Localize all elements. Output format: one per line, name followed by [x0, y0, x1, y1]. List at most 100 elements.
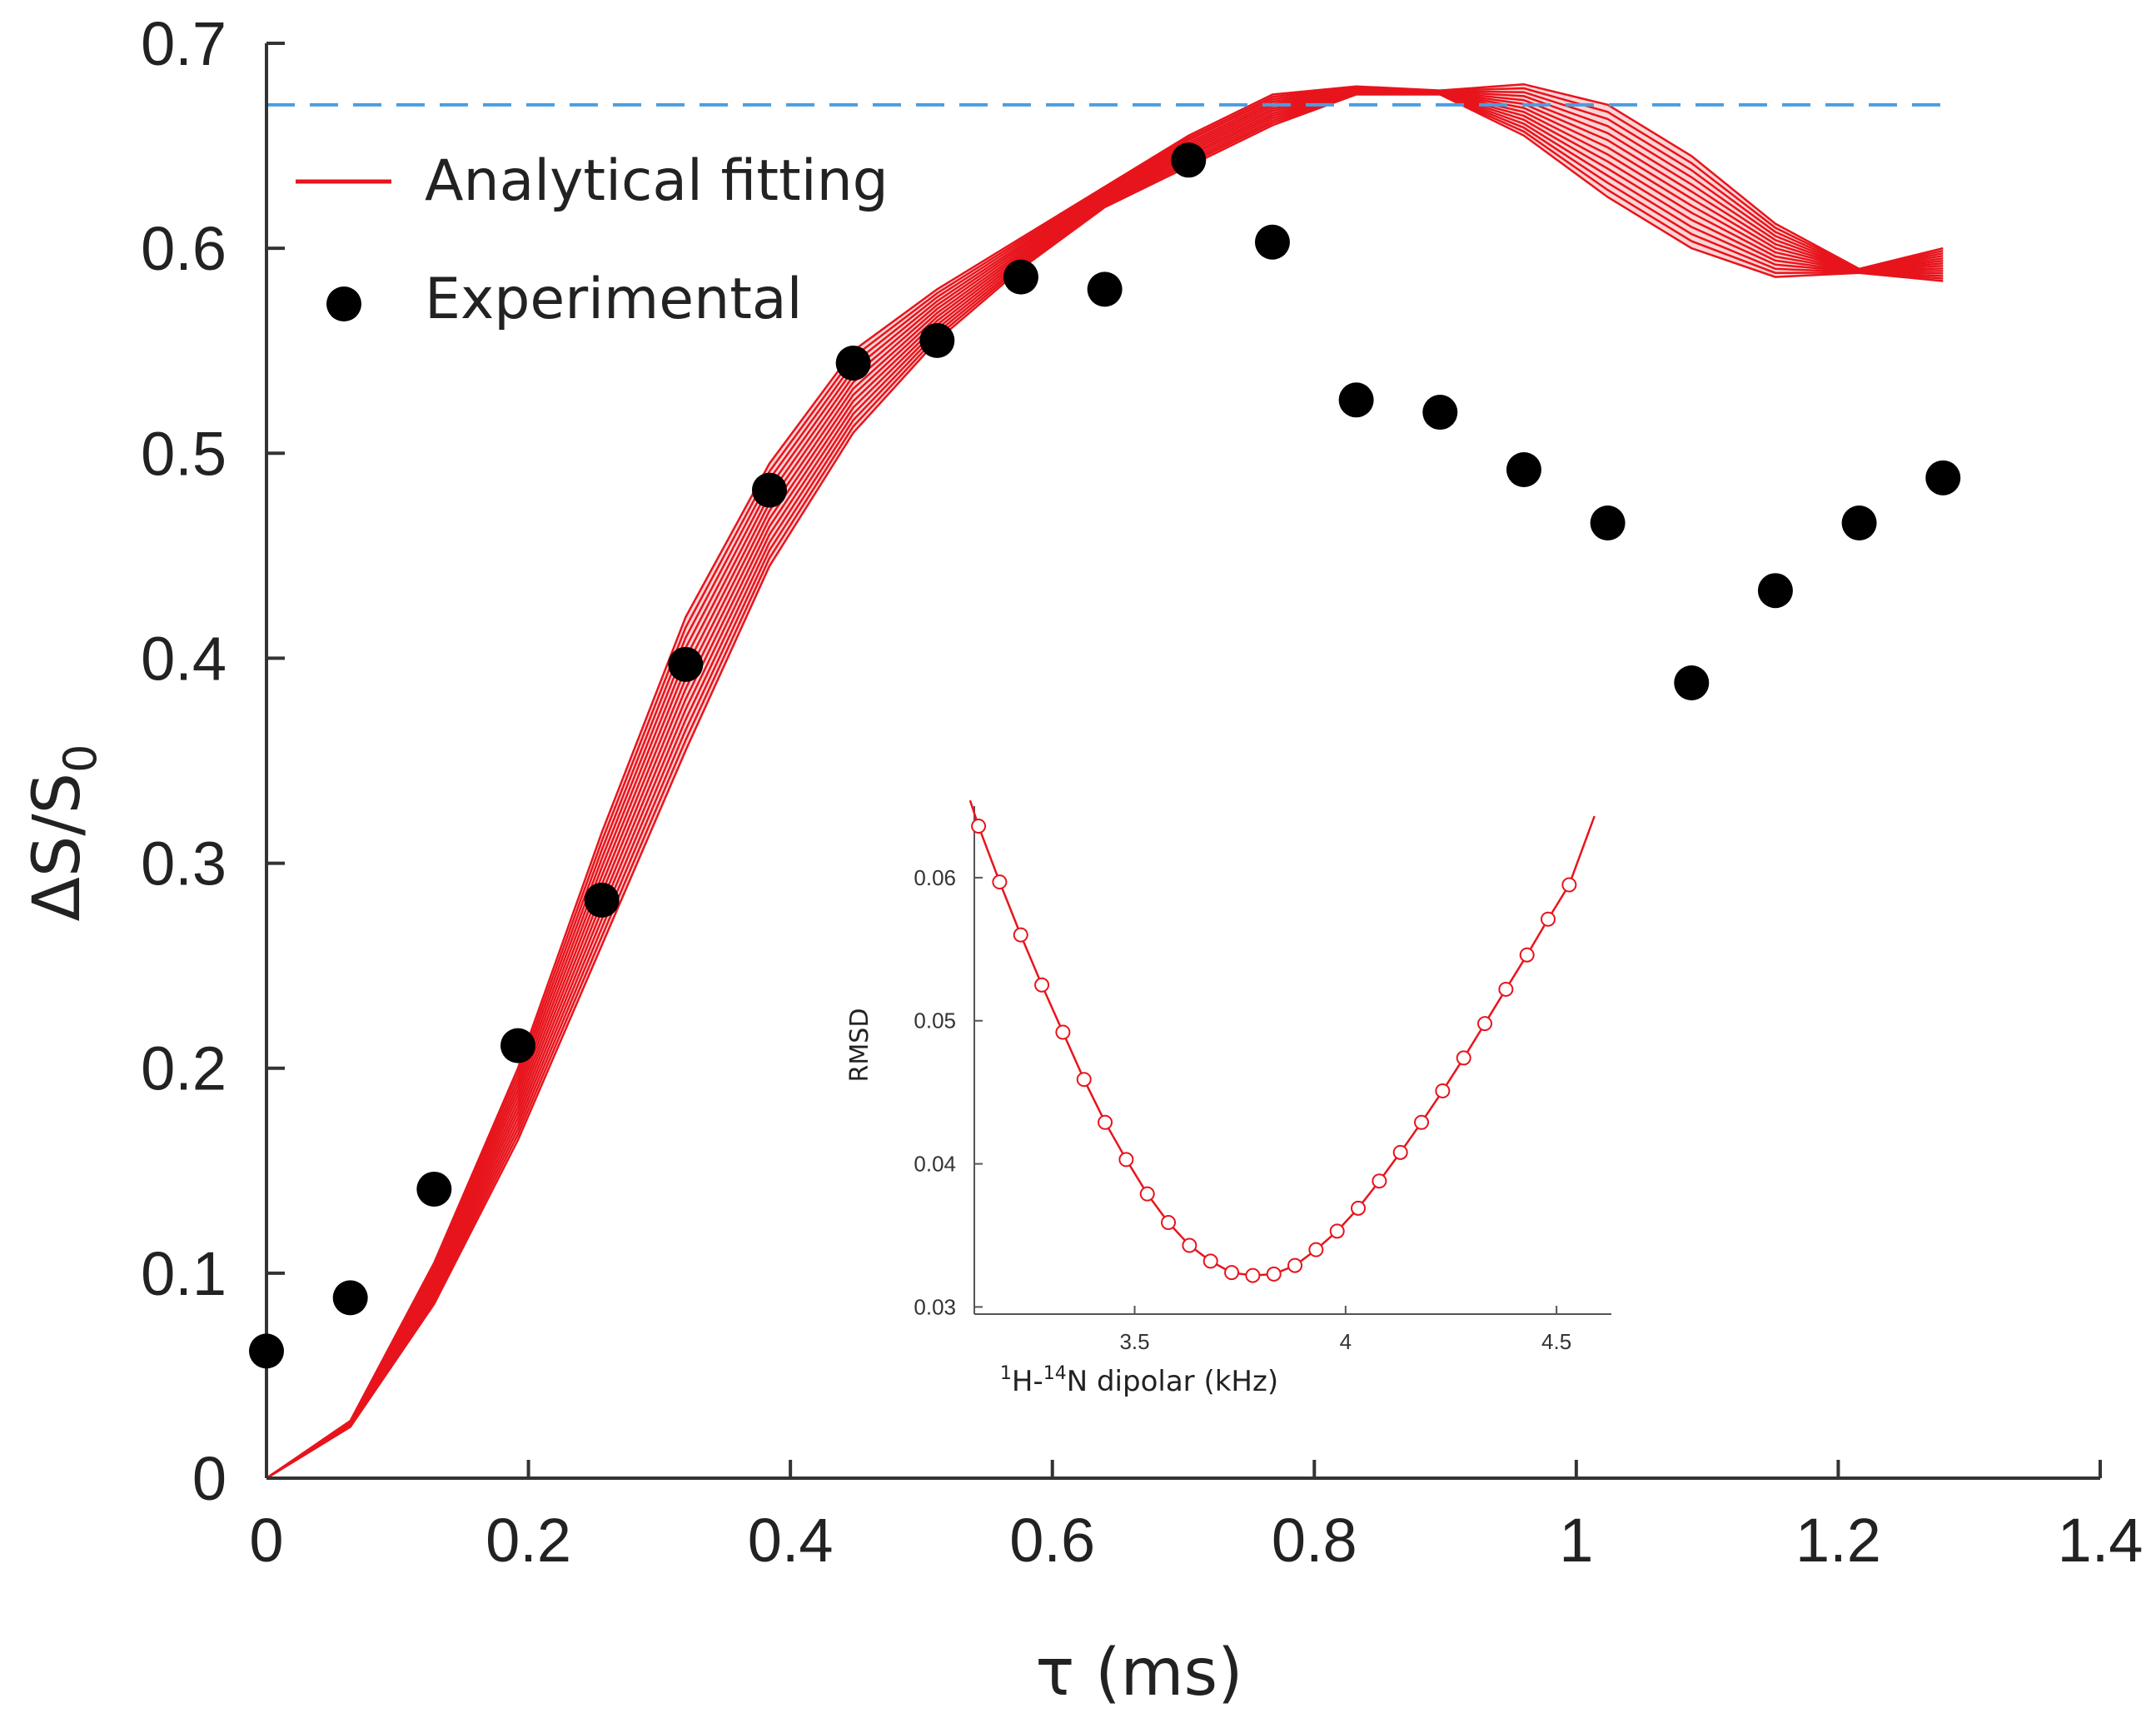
- y-axis-label-subscript: 0: [54, 744, 107, 772]
- fit-curve-line: [266, 92, 1944, 1480]
- experimental-point: [416, 1171, 452, 1207]
- fit-curve-line: [266, 88, 1944, 1480]
- inset-x-axis-label: 1H-14N dipolar (kHz): [1000, 1363, 1278, 1398]
- experimental-point: [1338, 382, 1374, 418]
- experimental-point: [1590, 505, 1626, 540]
- experimental-point: [751, 472, 787, 508]
- inset-y-tick-label: 0.03: [914, 1294, 956, 1319]
- rmsd-point: [1477, 1016, 1493, 1032]
- inset-y-axis-label: RMSD: [845, 1008, 874, 1083]
- inset-y-tick-label: 0.06: [914, 865, 956, 890]
- fit-curve-line: [266, 91, 1944, 1480]
- y-axis-label-main: ΔS/S: [20, 773, 95, 922]
- inset-chart: 3.5 4 4.5 0.03 0.04 0.05 0.06 1H-14N dipolar (…: [845, 799, 1611, 1398]
- main-chart: 0 0.2 0.4 0.6 0.8 1 1.2 1.4 0 0.1 0.2 0.3 0.4 0.5 0.6 0…: [20, 9, 2143, 1711]
- rmsd-point: [1224, 1265, 1240, 1281]
- rmsd-point: [1161, 1215, 1177, 1231]
- fit-curve-line: [266, 90, 1944, 1480]
- rmsd-point: [1139, 1186, 1155, 1202]
- experimental-point: [332, 1280, 368, 1316]
- fit-curve-line: [266, 92, 1944, 1480]
- inset-x-label-part2: N dipolar (kHz): [1067, 1365, 1278, 1398]
- rmsd-point: [1118, 1152, 1134, 1168]
- experimental-point: [584, 882, 620, 918]
- rmsd-point: [1013, 927, 1028, 943]
- y-tick-label: 0.7: [141, 9, 227, 78]
- legend: Analytical fitting Experimental: [296, 148, 889, 332]
- y-axis-label: ΔS/S0: [20, 744, 107, 921]
- y-tick-label: 0.4: [141, 624, 227, 693]
- x-tick-label: 1.4: [2058, 1506, 2144, 1575]
- experimental-point: [668, 646, 704, 682]
- legend-dot-marker: [326, 286, 361, 321]
- x-tick-label: 1.2: [1795, 1506, 1881, 1575]
- rmsd-point: [1329, 1223, 1345, 1239]
- legend-label-experimental: Experimental: [425, 266, 802, 332]
- experimental-point: [500, 1028, 535, 1063]
- fit-curve-line: [266, 87, 1944, 1480]
- experimental-point: [1171, 142, 1207, 178]
- rmsd-point: [1202, 1253, 1218, 1269]
- rmsd-point: [1456, 1050, 1471, 1066]
- fit-curve-line: [266, 86, 1944, 1480]
- main-tick-group: 0 0.2 0.4 0.6 0.8 1 1.2 1.4 0 0.1 0.2 0.3 0.4 0.5 0.6 0…: [141, 9, 2143, 1575]
- fit-curve-line: [266, 88, 1944, 1480]
- fit-curve-line: [266, 86, 1944, 1480]
- experimental-point: [1506, 451, 1541, 487]
- rmsd-point: [1519, 947, 1535, 963]
- inset-x-label-sup1: 1: [1000, 1363, 1012, 1384]
- rmsd-point: [1351, 1200, 1367, 1216]
- fit-curve-line: [266, 89, 1944, 1480]
- x-axis-label: τ (ms): [1035, 1636, 1242, 1711]
- x-tick-label: 0: [249, 1506, 283, 1575]
- rmsd-point: [1414, 1114, 1430, 1130]
- inset-x-label-part1: H-: [1012, 1365, 1043, 1398]
- rmsd-point: [992, 874, 1008, 890]
- svg-text:ΔS/S0: ΔS/S0: [20, 744, 107, 921]
- legend-label-analytical-fitting: Analytical fitting: [425, 148, 889, 214]
- y-tick-label: 0.5: [141, 419, 227, 488]
- rmsd-point: [1541, 911, 1556, 927]
- rmsd-point: [1308, 1242, 1324, 1257]
- rmsd-point: [1372, 1173, 1387, 1189]
- inset-x-tick-label: 4: [1340, 1329, 1352, 1354]
- y-tick-label: 0.1: [141, 1239, 227, 1308]
- y-tick-label: 0.6: [141, 214, 227, 283]
- x-tick-label: 0.2: [485, 1506, 571, 1575]
- experimental-point: [1674, 665, 1710, 700]
- experimental-point: [835, 345, 871, 381]
- rmsd-point: [1435, 1083, 1451, 1098]
- rmsd-point: [1098, 1114, 1113, 1130]
- rmsd-point: [1498, 981, 1514, 997]
- inset-tick-group: 3.5 4 4.5 0.03 0.04 0.05 0.06: [914, 865, 1571, 1354]
- experimental-point: [1003, 259, 1038, 295]
- y-tick-label: 0.2: [141, 1034, 227, 1103]
- rmsd-point: [971, 819, 987, 834]
- rmsd-point: [1392, 1144, 1408, 1160]
- experimental-points: [249, 142, 1961, 1369]
- experimental-point: [1254, 224, 1290, 260]
- inset-y-tick-label: 0.04: [914, 1152, 956, 1177]
- analytical-fitting-band: [266, 82, 1944, 1480]
- rmsd-points: [971, 819, 1577, 1283]
- x-tick-label: 0.8: [1272, 1506, 1357, 1575]
- inset-x-label-sup2: 14: [1043, 1363, 1067, 1384]
- inset-x-tick-label: 3.5: [1119, 1329, 1149, 1354]
- experimental-point: [1925, 460, 1961, 495]
- fit-curve-line: [266, 92, 1944, 1480]
- main-axes: [265, 43, 2100, 1480]
- experimental-point: [249, 1333, 284, 1369]
- experimental-point: [1087, 271, 1123, 307]
- rmsd-point: [1561, 877, 1577, 893]
- fit-curve-line: [266, 82, 1944, 1480]
- experimental-point: [919, 322, 955, 358]
- rmsd-point: [1055, 1024, 1071, 1040]
- rmsd-point: [1245, 1267, 1261, 1283]
- inset-y-tick-label: 0.05: [914, 1008, 956, 1033]
- x-tick-label: 0.4: [748, 1506, 834, 1575]
- fit-curve-line: [266, 93, 1944, 1480]
- rmsd-point: [1266, 1266, 1282, 1282]
- experimental-point: [1422, 395, 1458, 431]
